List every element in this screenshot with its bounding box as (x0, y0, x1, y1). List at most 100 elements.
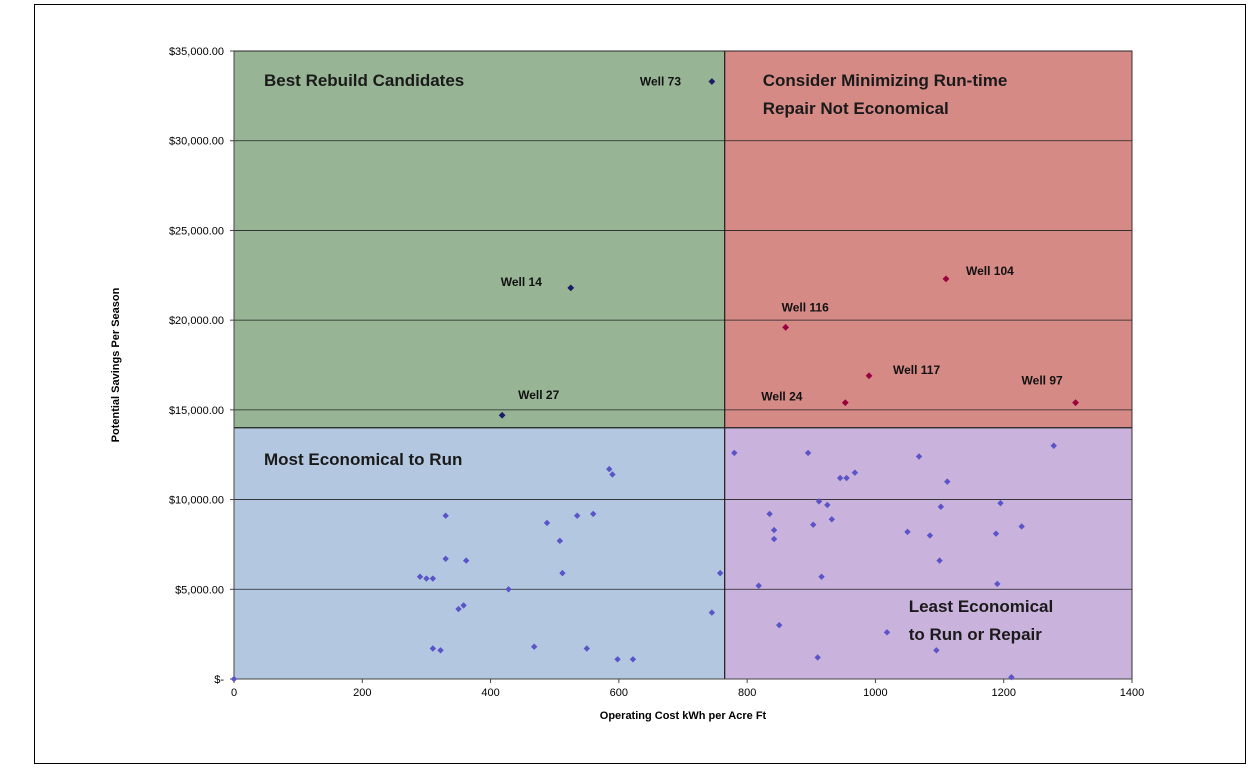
data-point (843, 474, 850, 482)
data-point (933, 647, 940, 654)
tick-labels: 0 200 400 600 800 1000 1200 1400 $- $5,000.00 $10,… (169, 46, 1144, 699)
data-point (755, 582, 762, 589)
data-point (530, 643, 538, 650)
data-point (455, 605, 462, 613)
data-point (708, 609, 716, 616)
x-tick-label: 1200 (991, 687, 1015, 699)
data-point (731, 449, 738, 457)
data-point (936, 557, 943, 564)
data-point (559, 569, 566, 577)
data-point (429, 575, 437, 582)
data-point (583, 645, 590, 652)
data-point (997, 499, 1004, 507)
labeled-point-marker (841, 399, 849, 407)
x-tick-label: 0 (231, 687, 237, 699)
gridlines (234, 50, 1132, 679)
region-label-top-right: Repair Not Economical (763, 99, 949, 118)
data-point (1050, 442, 1057, 449)
point-label: Well 97 (1022, 374, 1063, 388)
point-label: Well 27 (518, 388, 559, 402)
y-tick-label: $15,000.00 (169, 405, 224, 417)
point-label: Well 14 (501, 275, 542, 289)
region-label-bottom-left: Most Economical to Run (264, 450, 462, 469)
data-point (770, 526, 778, 534)
data-point (462, 557, 470, 564)
data-point (556, 537, 564, 545)
y-tick-label: $20,000.00 (169, 315, 224, 327)
data-point (944, 478, 951, 485)
data-point (416, 573, 424, 580)
region-label-top-left: Best Rebuild Candidates (264, 71, 464, 90)
x-tick-label: 1400 (1120, 687, 1144, 699)
labeled-point-marker (708, 78, 716, 85)
region-label-top-right: Consider Minimizing Run-time (763, 71, 1008, 90)
region-bottom-right (724, 427, 1133, 680)
region-top-right (724, 50, 1133, 429)
labeled-point-marker (567, 284, 575, 292)
x-axis-title: Operating Cost kWh per Acre Ft (600, 710, 767, 722)
y-tick-label: $- (214, 674, 224, 686)
data-point (614, 656, 621, 663)
y-tick-label: $5,000.00 (175, 584, 224, 596)
data-point (717, 569, 724, 577)
data-point (230, 675, 238, 683)
x-tick-label: 400 (481, 687, 499, 699)
point-label: Well 117 (893, 363, 940, 377)
data-point (814, 654, 821, 661)
region-label-bottom-right: to Run or Repair (909, 625, 1043, 644)
labeled-point-marker (942, 275, 950, 283)
data-point (1008, 674, 1015, 681)
data-point (828, 516, 836, 523)
data-point (629, 656, 637, 663)
y-tick-label: $25,000.00 (169, 225, 224, 237)
data-point (804, 449, 812, 457)
region-label-bottom-right: Least Economical (909, 597, 1054, 616)
y-axis-title: Potential Savings Per Season (110, 287, 122, 442)
labeled-point-marker (1072, 399, 1079, 407)
data-point (442, 512, 449, 519)
labeled-points: Well 73 Well 14 Well 27 Well 104 Well 116 Wel… (498, 75, 1079, 419)
data-point (824, 501, 831, 509)
x-tick-label: 600 (610, 687, 628, 699)
data-point (818, 573, 825, 580)
point-label: Well 104 (966, 264, 1014, 278)
data-point (776, 621, 783, 629)
scatter-chart: 0 200 400 600 800 1000 1200 1400 $- $5,000.00 $10,… (110, 46, 1144, 722)
data-point (590, 510, 597, 518)
x-tick-label: 800 (738, 687, 756, 699)
point-label: Well 24 (761, 390, 802, 404)
data-point (437, 647, 444, 654)
data-point (883, 629, 891, 636)
labeled-point-marker (498, 411, 506, 419)
data-point (573, 512, 581, 519)
data-point (937, 503, 945, 510)
y-tick-label: $30,000.00 (169, 136, 224, 148)
data-point (460, 602, 467, 609)
data-point (851, 469, 859, 476)
data-point (442, 555, 449, 562)
data-point (904, 528, 911, 536)
data-point (429, 645, 437, 652)
data-point (810, 521, 817, 528)
region-labels: Best Rebuild Candidates Consider Minimizi… (264, 71, 1053, 644)
point-label: Well 116 (782, 300, 829, 314)
x-tick-label: 1000 (863, 687, 887, 699)
labeled-point-marker (865, 372, 873, 380)
data-point (926, 532, 934, 539)
data-point (606, 465, 613, 473)
point-label: Well 73 (640, 75, 681, 89)
data-point (543, 519, 551, 527)
y-tick-label: $35,000.00 (169, 46, 224, 58)
y-tick-label: $10,000.00 (169, 495, 224, 507)
data-point (915, 453, 923, 460)
labeled-point-marker (782, 323, 790, 331)
chart-frame: 0 200 400 600 800 1000 1200 1400 $- $5,000.00 $10,… (34, 4, 1246, 764)
data-point (836, 474, 844, 482)
region-top-left (233, 50, 726, 429)
data-point (609, 471, 616, 478)
axes (233, 51, 1132, 680)
data-point (423, 575, 430, 582)
data-point (992, 530, 1000, 537)
data-point (994, 580, 1001, 588)
data-point (770, 535, 778, 543)
